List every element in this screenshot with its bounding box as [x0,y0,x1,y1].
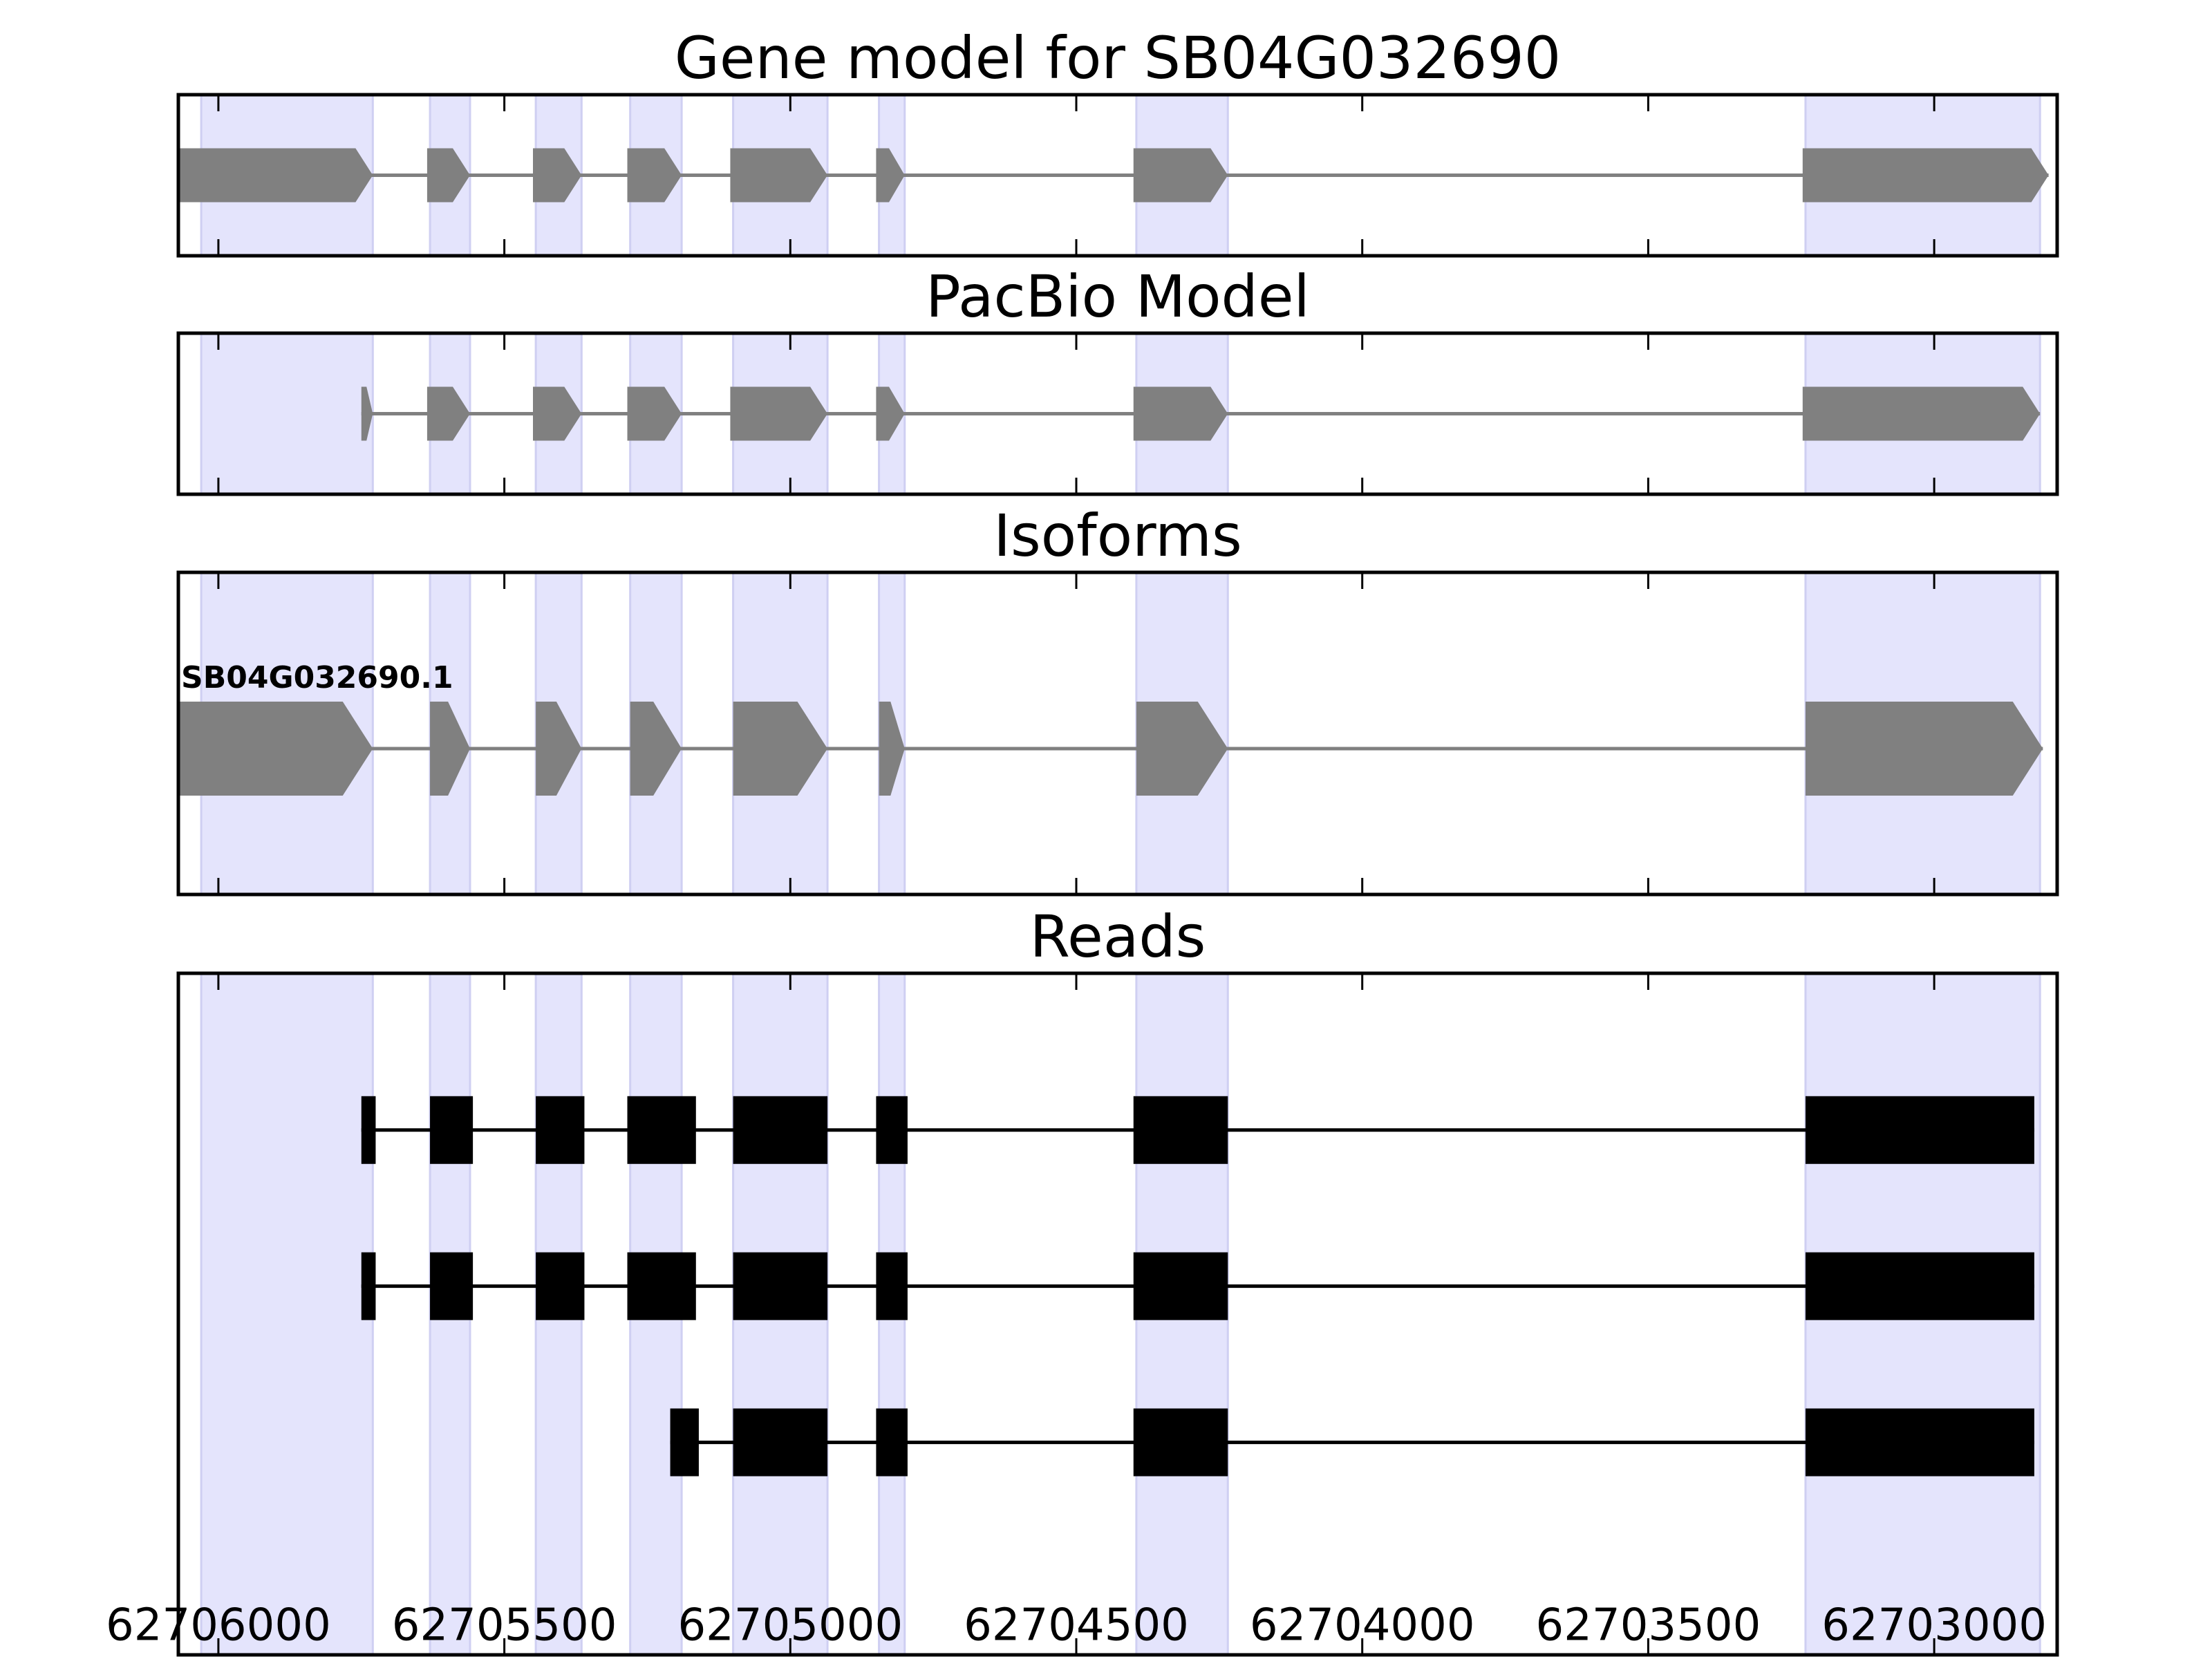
x-tick-label: 62704500 [964,1600,1189,1651]
read-block [733,1252,828,1320]
axes-frame [176,971,2059,1657]
read-block [1133,1252,1228,1320]
read-block [733,1408,828,1477]
panels-layer: Gene model for SB04G032690 PacBio Model Is… [106,24,2059,1657]
panel-title: Reads [1030,903,1206,971]
exon-block [730,386,828,441]
exon-block [1136,701,1228,796]
panel-pacbio-model: PacBio Model [176,263,2059,496]
panel-reads: Reads 62706000 62705500 62705000 62704500 627… [106,903,2059,1657]
model-track: SB04G032690.1 [178,660,2043,796]
exon-block [733,701,828,796]
read-block [536,1252,585,1320]
read-block [361,1252,376,1320]
axes-frame [176,93,2059,258]
exon-block [730,148,828,203]
read-block [1805,1252,2034,1320]
read-block [1805,1096,2034,1164]
read-block [361,1096,376,1164]
panel-title: PacBio Model [926,263,1310,330]
exon-block [430,701,470,796]
read-block [627,1252,696,1320]
panel-title: Isoforms [993,502,1242,570]
exon-block [1802,148,2049,203]
axes-frame [176,331,2059,496]
panel-isoforms: Isoforms SB04G032690.1 [176,502,2059,897]
exon-block [1133,386,1228,441]
exon-block [536,701,582,796]
read-block [670,1408,699,1477]
exon-block [1133,148,1228,203]
exon-block [427,386,470,441]
x-tick-label: 62703500 [1536,1600,1761,1651]
model-track [178,148,2049,203]
exon-block [178,701,373,796]
read-block [1805,1408,2034,1477]
x-tick-label: 62704000 [1250,1600,1475,1651]
exon-block [1805,701,2043,796]
read-track [670,1408,2034,1477]
x-tick-label: 62705000 [677,1600,903,1651]
read-block [430,1252,474,1320]
exon-block [532,148,582,203]
read-block [876,1252,908,1320]
x-tick-label: 62706000 [106,1600,331,1651]
read-block [1133,1096,1228,1164]
read-block [733,1096,828,1164]
x-tick-label: 62705500 [392,1600,617,1651]
exon-block [876,148,905,203]
read-block [430,1096,474,1164]
model-track [361,386,2041,441]
exon-block [532,386,582,441]
exon-highlight-band [200,972,374,1656]
exon-block [627,386,682,441]
read-track [361,1252,2034,1320]
exon-block [361,386,373,441]
read-block [1133,1408,1228,1477]
exon-block [427,148,470,203]
exon-block [876,386,905,441]
exon-block [879,701,905,796]
read-track [361,1096,2034,1164]
isoform-label: SB04G032690.1 [181,660,453,695]
panel-gene-model: Gene model for SB04G032690 [176,24,2059,258]
axes-frame [176,570,2059,897]
exon-highlight-band [200,332,374,496]
exon-block [627,148,682,203]
read-block [876,1096,908,1164]
exon-block [630,701,682,796]
exon-block [178,148,373,203]
x-tick-label: 62703000 [1821,1600,2047,1651]
read-block [627,1096,696,1164]
read-block [536,1096,585,1164]
panel-title: Gene model for SB04G032690 [675,24,1561,92]
exon-block [1802,386,2041,441]
read-block [876,1408,908,1477]
